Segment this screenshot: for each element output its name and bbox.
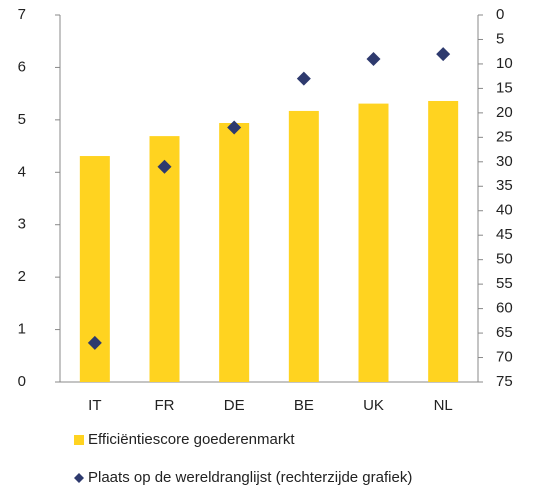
y2-tick-label: 20 xyxy=(496,104,513,121)
bar xyxy=(219,123,250,382)
diamond-marker xyxy=(296,71,311,86)
y-tick-label: 5 xyxy=(18,111,26,128)
diamond-marker xyxy=(366,52,381,67)
y2-tick-label: 10 xyxy=(496,55,513,72)
y2-tick-label: 50 xyxy=(496,251,513,268)
x-tick-label: FR xyxy=(155,397,175,414)
y2-tick-label: 60 xyxy=(496,300,513,317)
y-tick-label: 2 xyxy=(18,268,26,285)
y-tick-label: 7 xyxy=(18,6,26,23)
bar xyxy=(358,103,389,383)
bar xyxy=(149,136,180,382)
bar xyxy=(428,100,459,383)
y2-tick-label: 75 xyxy=(496,373,513,390)
legend-swatch xyxy=(74,473,84,483)
y2-tick-label: 70 xyxy=(496,349,513,366)
legend-label: Efficiëntiescore goederenmarkt xyxy=(88,431,295,448)
x-tick-label: IT xyxy=(88,397,101,414)
y2-tick-label: 55 xyxy=(496,275,513,292)
y2-tick-label: 65 xyxy=(496,324,513,341)
diamond-marker xyxy=(157,159,172,174)
y2-tick-label: 5 xyxy=(496,30,504,47)
y2-tick-label: 25 xyxy=(496,128,513,145)
x-tick-label: UK xyxy=(363,397,384,414)
y-tick-label: 1 xyxy=(18,321,26,338)
x-tick-label: DE xyxy=(224,397,245,414)
x-tick-label: NL xyxy=(434,397,453,414)
y2-tick-label: 30 xyxy=(496,153,513,170)
y-tick-label: 3 xyxy=(18,216,26,233)
bar xyxy=(288,110,319,383)
y-tick-label: 0 xyxy=(18,373,26,390)
y-tick-label: 6 xyxy=(18,58,26,75)
y2-tick-label: 0 xyxy=(496,6,504,23)
legend-swatch xyxy=(74,435,84,445)
diamond-marker xyxy=(436,47,451,62)
y2-tick-label: 15 xyxy=(496,79,513,96)
legend-label: Plaats op de wereldranglijst (rechterzij… xyxy=(88,469,412,486)
diamond-marker xyxy=(227,120,242,135)
diamond-marker xyxy=(87,335,102,350)
y-tick-label: 4 xyxy=(18,163,26,180)
y2-tick-label: 40 xyxy=(496,202,513,219)
y2-tick-label: 45 xyxy=(496,226,513,243)
x-tick-label: BE xyxy=(294,397,314,414)
y2-tick-label: 35 xyxy=(496,177,513,194)
